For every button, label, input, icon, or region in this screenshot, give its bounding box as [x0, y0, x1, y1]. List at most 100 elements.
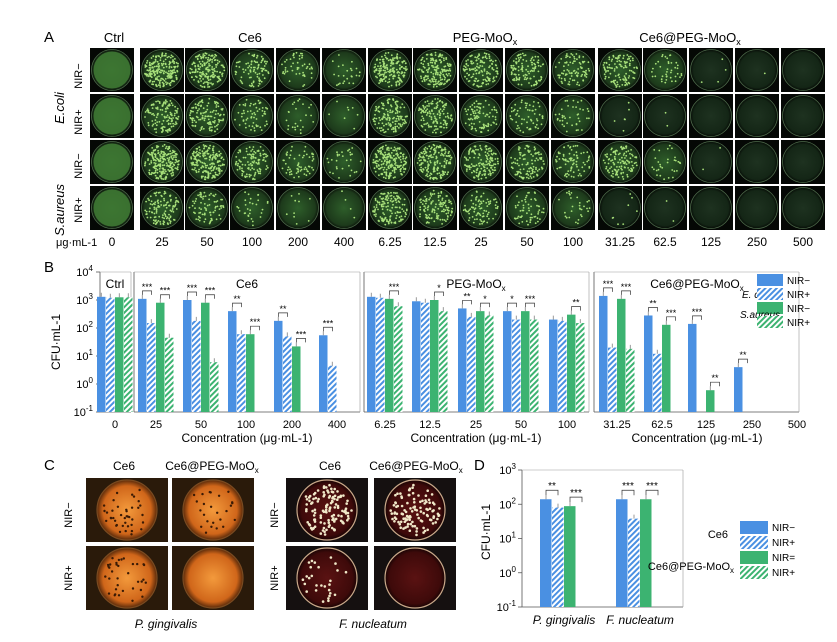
- sig-label: ***: [160, 286, 171, 296]
- conc-label: 0: [109, 235, 116, 249]
- group-title-peg-moox: PEG-MoOx: [453, 30, 518, 47]
- sig-label: **: [649, 298, 657, 308]
- nir-label-saureus-plus: NIR+: [73, 197, 85, 222]
- c-col-label-4-text: Ce6@PEG-MoO: [369, 459, 459, 473]
- petri-dish: [598, 140, 642, 184]
- petri-dish: [598, 186, 642, 230]
- conc-label: 250: [747, 235, 767, 249]
- b-x-tick-label: 50: [515, 419, 527, 431]
- petri-dish: [598, 94, 642, 138]
- legend-d-group2: Ce6@PEG-MoOx: [648, 561, 734, 575]
- bar: [106, 297, 115, 412]
- sub-x: x: [740, 284, 744, 293]
- d-y-tick-base: 10: [499, 465, 511, 477]
- b-group-title-text: Ce6: [236, 277, 258, 291]
- legend-label-ecoli: E. coli: [742, 290, 770, 301]
- b-group-title-text: Ctrl: [106, 277, 125, 291]
- petri-dish: [90, 186, 134, 230]
- b-group-title: PEG-MoOx: [446, 277, 505, 293]
- bacteria-label-saureus: S.aureus: [52, 183, 67, 236]
- c-row-label-3: NIR−: [269, 502, 281, 527]
- d-x-tick-label: P. gingivalis: [533, 613, 595, 627]
- bar: [228, 311, 237, 412]
- petri-dish: [551, 186, 595, 230]
- petri-dish: [689, 186, 733, 230]
- bar: [246, 334, 255, 412]
- bar: [430, 300, 439, 412]
- bacteria-label-ecoli: E.coli: [52, 91, 67, 124]
- sig-label: ***: [525, 294, 536, 304]
- legend-d-swatch-1: [740, 521, 768, 534]
- bar: [688, 323, 697, 412]
- bar: [476, 311, 485, 412]
- petri-dish: [781, 94, 825, 138]
- sig-label: **: [463, 291, 471, 301]
- panel-d-legend: Ce6 Ce6@PEG-MoOx NIR− NIR+ NIR= NIR+: [648, 521, 795, 579]
- bar: [552, 507, 564, 607]
- legend-swatch-ecoli-plus: [757, 288, 783, 300]
- sig-label: **: [711, 373, 719, 383]
- petri-dish: [374, 546, 456, 610]
- petri-dish: [276, 140, 320, 184]
- y-tick-label: 10-1: [74, 404, 94, 419]
- b-x-tick-label: 25: [470, 419, 482, 431]
- c-col-label-3: Ce6: [319, 459, 341, 473]
- petri-dish: [735, 140, 779, 184]
- d-y-tick-exp: 2: [512, 496, 517, 505]
- legend-d-group1: Ce6: [708, 529, 728, 541]
- bar: [283, 336, 292, 412]
- b-xlabel: Concentration (μg·mL-1): [411, 431, 542, 445]
- petri-dish: [781, 48, 825, 92]
- conc-label: 50: [200, 235, 214, 249]
- panel-a-concentrations: 0 25 50 100 200 400 6.25 12.5 25 50 100 31.25 62.5 12…: [109, 235, 814, 249]
- c-row-label-4: NIR+: [269, 565, 281, 590]
- species-label-pg: P. gingivalis: [135, 617, 197, 631]
- bar: [567, 314, 576, 412]
- bar: [165, 337, 174, 412]
- bar: [626, 348, 635, 412]
- petri-dish: [643, 48, 687, 92]
- nir-label-ecoli-plus: NIR+: [73, 109, 85, 134]
- bar: [503, 311, 512, 412]
- panel-c: C Ce6 Ce6@PEG-MoOx Ce6 Ce6@PEG-MoOx NIR−…: [44, 457, 463, 631]
- petri-dish: [505, 48, 549, 92]
- panel-b-legend: NIR− E. coli NIR+ NIR− S.aureus NIR+: [740, 274, 810, 329]
- petri-dish: [598, 48, 642, 92]
- conc-label: 125: [701, 235, 721, 249]
- b-xlabel: Concentration (μg·mL-1): [632, 431, 763, 445]
- petri-dish: [459, 48, 503, 92]
- petri-dish: [689, 48, 733, 92]
- d-y-tick-exp: -1: [509, 599, 517, 608]
- sig-label: **: [572, 298, 580, 308]
- petri-dish: [185, 94, 229, 138]
- petri-dish: [185, 140, 229, 184]
- bar: [530, 319, 539, 412]
- y-tick-exp: 0: [89, 376, 94, 385]
- y-tick-label: 100: [76, 376, 93, 391]
- petri-dish: [185, 48, 229, 92]
- y-tick-label: 102: [76, 320, 93, 335]
- species-label-fn: F. nucleatum: [339, 617, 407, 631]
- bar: [237, 334, 246, 412]
- group-title-ctrl: Ctrl: [104, 30, 124, 45]
- petri-dish: [172, 546, 254, 610]
- sig-label: ***: [250, 317, 261, 327]
- sig-label: ***: [296, 329, 307, 339]
- c-col-label-2: Ce6@PEG-MoOx: [165, 459, 259, 475]
- petri-dish: [286, 546, 368, 610]
- bar: [385, 298, 394, 412]
- petri-dish: [689, 94, 733, 138]
- sig-label: ***: [187, 283, 198, 293]
- nir-label-saureus-minus: NIR−: [73, 153, 85, 178]
- bar: [115, 297, 124, 412]
- sig-label: ***: [142, 282, 153, 292]
- b-group-title: Ctrl: [106, 277, 125, 291]
- petri-dish: [276, 48, 320, 92]
- b-xlabel: Concentration (μg·mL-1): [182, 431, 313, 445]
- petri-dish: [322, 186, 366, 230]
- panel-d-ylabel: CFU·mL-1: [479, 504, 493, 560]
- y-tick-base: 10: [76, 295, 88, 307]
- petri-dish: [505, 140, 549, 184]
- petri-dish: [551, 94, 595, 138]
